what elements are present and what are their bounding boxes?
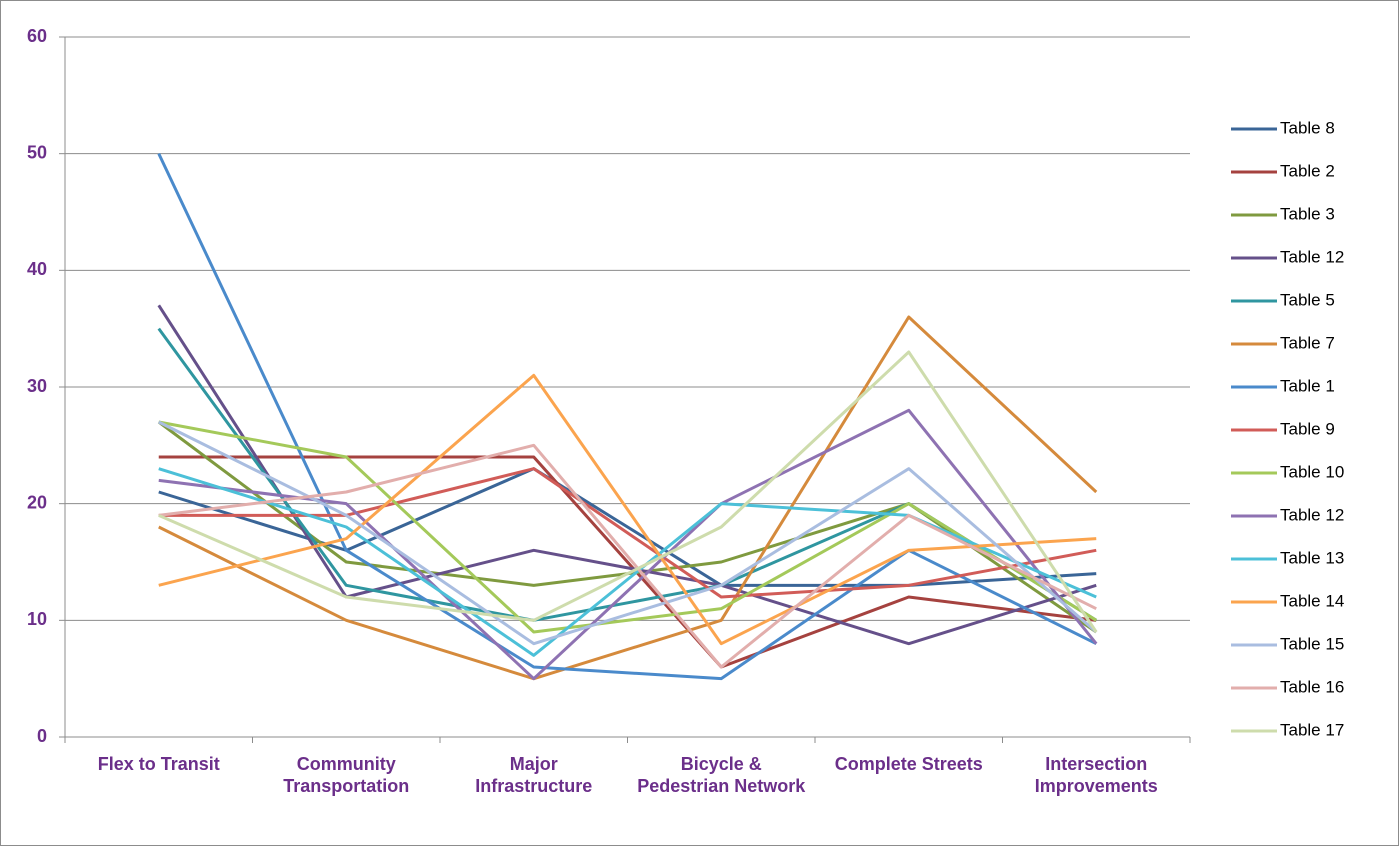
y-tick-label: 20 xyxy=(27,492,47,512)
legend-label: Table 14 xyxy=(1280,591,1344,610)
legend-label: Table 5 xyxy=(1280,290,1335,309)
y-tick-label: 10 xyxy=(27,609,47,629)
series-line xyxy=(158,373,1097,646)
series-line xyxy=(158,315,1098,681)
series-line xyxy=(158,455,1097,669)
y-tick-label: 0 xyxy=(37,726,47,746)
y-tick-label: 40 xyxy=(27,259,47,279)
series-line xyxy=(158,420,1098,634)
series-line xyxy=(157,304,1097,646)
legend-label: Table 12 xyxy=(1280,247,1344,266)
y-tick-label: 50 xyxy=(27,142,47,162)
legend-label: Table 3 xyxy=(1280,204,1335,223)
series-line xyxy=(158,467,1097,599)
legend-label: Table 16 xyxy=(1280,677,1344,696)
legend-label: Table 8 xyxy=(1280,118,1335,137)
legend-label: Table 1 xyxy=(1280,376,1335,395)
legend-label: Table 2 xyxy=(1280,161,1335,180)
legend-label: Table 13 xyxy=(1280,548,1344,567)
legend-label: Table 15 xyxy=(1280,634,1344,653)
x-tick-label: Flex to Transit xyxy=(97,754,220,774)
series-line xyxy=(158,420,1098,646)
legend-label: Table 10 xyxy=(1280,462,1344,481)
x-tick-label: Major Infrastructure xyxy=(475,754,593,796)
x-tick-label: Bicycle & Pedestrian Network xyxy=(637,754,806,796)
legend-label: Table 9 xyxy=(1280,419,1335,438)
x-tick-label: Community Transportation xyxy=(283,754,410,796)
y-tick-label: 30 xyxy=(27,376,47,396)
series-line xyxy=(158,467,1097,657)
series-line xyxy=(158,443,1097,669)
x-tick-label: Complete Streets xyxy=(834,754,983,774)
legend-label: Table 17 xyxy=(1280,720,1344,739)
y-tick-label: 60 xyxy=(27,26,47,46)
series-line xyxy=(157,153,1097,681)
x-tick-label: Intersection Improvements xyxy=(1034,754,1158,796)
legend-label: Table 12 xyxy=(1280,505,1344,524)
legend-label: Table 7 xyxy=(1280,333,1335,352)
series-line xyxy=(158,350,1098,633)
